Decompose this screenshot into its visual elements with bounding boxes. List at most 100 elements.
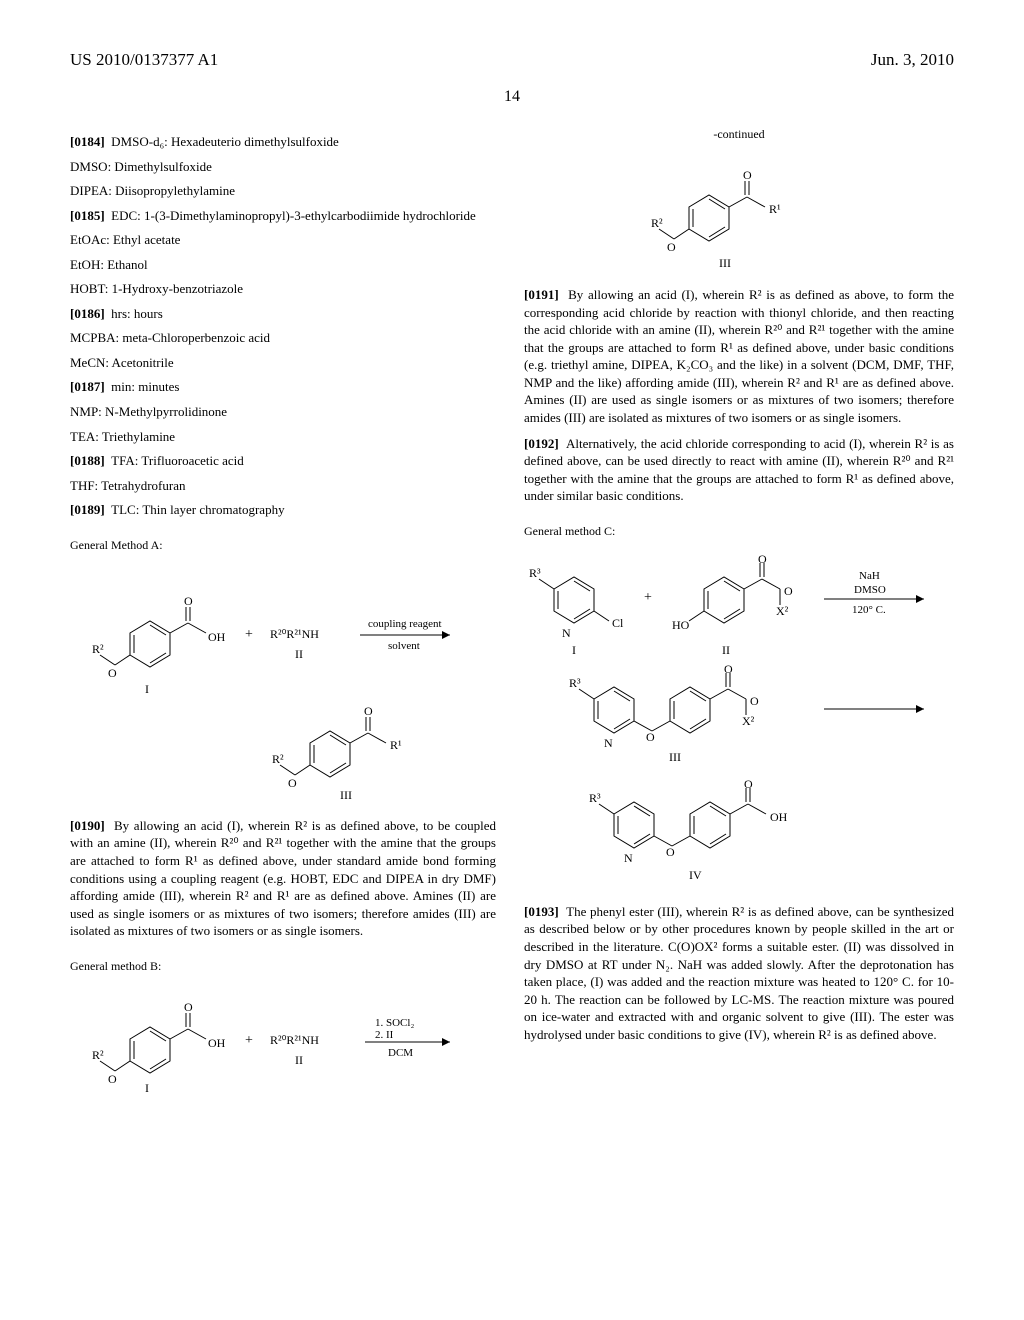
n-label: N — [562, 626, 571, 640]
abbrev-text: MeCN: Acetonitrile — [70, 354, 496, 372]
method-b-title: General method B: — [70, 958, 496, 974]
n-label: N — [604, 736, 613, 750]
compound-iv: IV — [689, 868, 702, 882]
r2-label: R² — [272, 752, 284, 766]
r3-label: R³ — [529, 566, 541, 580]
r2-label: R² — [92, 1048, 104, 1062]
nah: NaH — [859, 570, 880, 582]
plus: + — [245, 1033, 253, 1048]
o-label: O — [364, 704, 373, 718]
r1-label: R¹ — [769, 202, 781, 216]
para-text: By allowing an acid (I), wherein R² is a… — [70, 818, 496, 938]
para-num: [0187] — [70, 379, 105, 394]
right-column: -continued R² O O R¹ — [524, 126, 954, 1108]
abbrev-text: TEA: Triethylamine — [70, 428, 496, 446]
oh-label: OH — [208, 630, 226, 644]
compound-i: I — [145, 1081, 149, 1094]
coupling-reagent: coupling reagent — [368, 618, 442, 630]
left-column: [0184] DMSO-d₆: Hexadeuterio dimethylsul… — [70, 126, 496, 1108]
compound-iii: III — [719, 256, 731, 270]
compound-ii: II — [722, 643, 730, 657]
o-label: O — [666, 845, 675, 859]
abbrev-text: MCPBA: meta-Chloroperbenzoic acid — [70, 329, 496, 347]
plus: + — [245, 627, 253, 642]
compound-ii: II — [295, 1053, 303, 1067]
para-num: [0185] — [70, 208, 105, 223]
o-label: O — [108, 1072, 117, 1086]
o-label: O — [724, 662, 733, 676]
oh-label: OH — [770, 810, 788, 824]
abbrev-text: EtOAc: Ethyl acetate — [70, 231, 496, 249]
o-label: O — [750, 694, 759, 708]
solvent: solvent — [388, 640, 420, 652]
abbrev-text: DMSO-d₆: Hexadeuterio dimethylsulfoxide — [111, 134, 339, 149]
r2-label: R² — [651, 216, 663, 230]
socl2: 1. SOCl₂ — [375, 1017, 414, 1029]
abbrev-text: TLC: Thin layer chromatography — [111, 502, 284, 517]
page-header: US 2010/0137377 A1 Jun. 3, 2010 — [0, 0, 1024, 80]
o-label: O — [744, 777, 753, 791]
abbrev-text: EDC: 1-(3-Dimethylaminopropyl)-3-ethylca… — [111, 208, 476, 223]
abbrev-text: HOBT: 1-Hydroxy-benzotriazole — [70, 280, 496, 298]
o-label: O — [743, 168, 752, 182]
r3-label: R³ — [589, 791, 601, 805]
para-num: [0193] — [524, 904, 559, 919]
abbrev-text: THF: Tetrahydrofuran — [70, 477, 496, 495]
o-label: O — [108, 666, 117, 680]
plus: + — [644, 590, 652, 605]
cl-label: Cl — [612, 616, 624, 630]
abbrev-text: DMSO: Dimethylsulfoxide — [70, 158, 496, 176]
para-num: [0188] — [70, 453, 105, 468]
compound-ii: II — [295, 647, 303, 661]
o-label: O — [288, 776, 297, 790]
x2-label: X² — [776, 604, 789, 618]
o-label: O — [646, 730, 655, 744]
compound-i: I — [145, 682, 149, 696]
step2: 2. II — [375, 1029, 394, 1041]
compound-i: I — [572, 643, 576, 657]
scheme-b: R² O O OH I + R²⁰R²¹NH II 1. SOCl₂ 2. II… — [70, 984, 496, 1094]
pub-date: Jun. 3, 2010 — [871, 50, 954, 70]
o-label: O — [667, 240, 676, 254]
scheme-b-product: R² O O R¹ III — [524, 152, 954, 272]
r2-label: R² — [92, 642, 104, 656]
abbrev-text: min: minutes — [111, 379, 179, 394]
abbrev-text: EtOH: Ethanol — [70, 256, 496, 274]
temp120: 120° C. — [852, 604, 886, 616]
r3-label: R³ — [569, 676, 581, 690]
x2-label: X² — [742, 714, 755, 728]
abbrev-text: hrs: hours — [111, 306, 163, 321]
method-a-title: General Method A: — [70, 537, 496, 553]
r1-label: R¹ — [390, 738, 402, 752]
para-text: Alternatively, the acid chloride corresp… — [524, 436, 954, 504]
o-label: O — [784, 584, 793, 598]
para-num: [0191] — [524, 287, 559, 302]
compound-iii: III — [669, 750, 681, 764]
dcm: DCM — [388, 1047, 413, 1059]
abbrev-text: NMP: N-Methylpyrrolidinone — [70, 403, 496, 421]
dmso: DMSO — [854, 584, 886, 596]
o-label: O — [758, 552, 767, 566]
amine: R²⁰R²¹NH — [270, 627, 319, 641]
o-label: O — [184, 1000, 193, 1014]
page-number: 14 — [0, 88, 1024, 106]
abbrev-text: DIPEA: Diisopropylethylamine — [70, 182, 496, 200]
pub-number: US 2010/0137377 A1 — [70, 50, 218, 70]
o-label: O — [184, 594, 193, 608]
n-label: N — [624, 851, 633, 865]
compound-iii: III — [340, 788, 352, 802]
para-text: By allowing an acid (I), wherein R² is a… — [524, 287, 954, 425]
amine: R²⁰R²¹NH — [270, 1033, 319, 1047]
para-text: The phenyl ester (III), wherein R² is as… — [524, 904, 954, 1042]
scheme-c: R³ N Cl I + HO — [524, 549, 954, 889]
para-num: [0186] — [70, 306, 105, 321]
para-num: [0190] — [70, 818, 105, 833]
method-c-title: General method C: — [524, 523, 954, 539]
para-num: [0192] — [524, 436, 559, 451]
para-num: [0189] — [70, 502, 105, 517]
oh-label: OH — [208, 1036, 226, 1050]
abbrev-text: TFA: Trifluoroacetic acid — [111, 453, 244, 468]
continued-label: -continued — [524, 126, 954, 142]
scheme-a: R² O O OH I + R²⁰R²¹NH II coupling reage… — [70, 563, 496, 803]
para-num: [0184] — [70, 134, 105, 149]
